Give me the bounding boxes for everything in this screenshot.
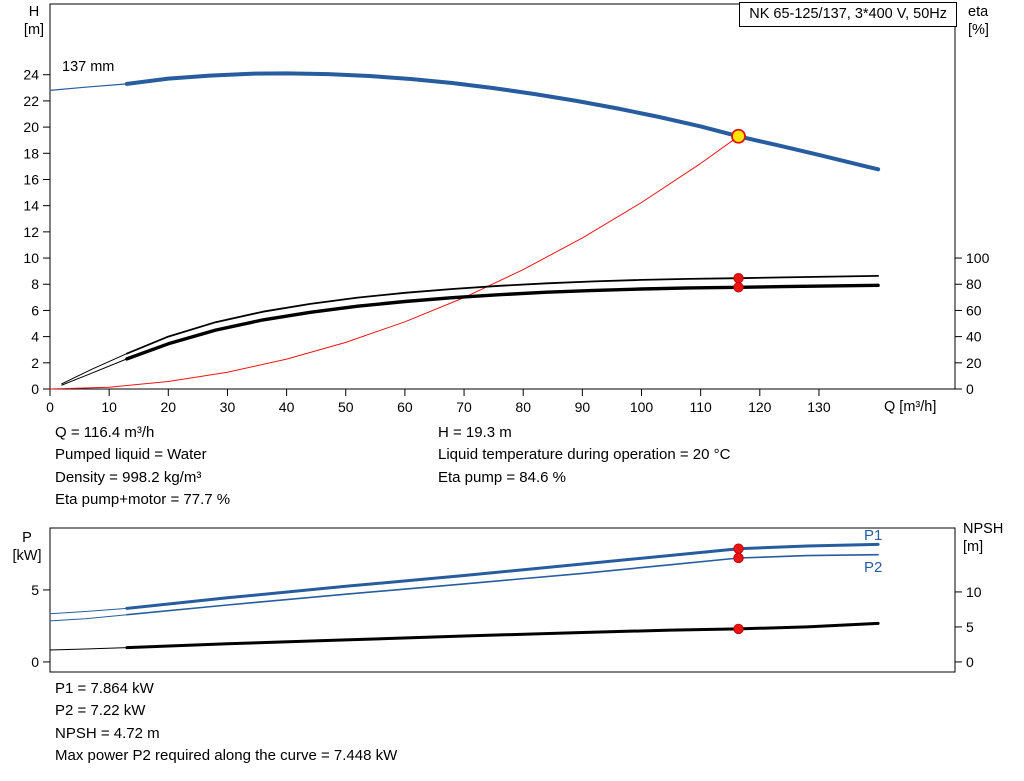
p-axis-label-line2: [kW] <box>12 548 42 564</box>
npsh-axis-label-line2: [m] <box>963 539 984 555</box>
y-tick-label: 22 <box>23 93 39 109</box>
x-tick-label: 70 <box>456 399 472 415</box>
info-line-density: Density = 998.2 kg/m³ <box>55 468 202 486</box>
duty-info-left: Q = 116.4 m³/h Pumped liquid = Water Den… <box>55 422 230 512</box>
x-tick-label: 130 <box>807 399 831 415</box>
y-tick-label: 0 <box>31 381 39 397</box>
x-tick-label: 120 <box>748 399 772 415</box>
x-tick-label: 20 <box>161 399 177 415</box>
p-axis-label: P [kW] <box>6 529 48 565</box>
y-tick-label: 12 <box>23 224 39 240</box>
y2-tick-label: 0 <box>966 654 974 670</box>
p-axis-label-line1: P <box>22 530 32 546</box>
info-line-max-power: Max power P2 required along the curve = … <box>55 747 398 765</box>
y-tick-label: 18 <box>23 145 39 161</box>
q-axis-label: Q [m³/h] <box>884 399 937 415</box>
y-tick-label: 16 <box>23 171 39 187</box>
y-tick-label: 2 <box>31 355 39 371</box>
eta-axis-label-line1: eta <box>968 4 989 20</box>
x-tick-label: 60 <box>397 399 413 415</box>
y2-tick-label: 80 <box>966 276 982 292</box>
info-line-npsh: NPSH = 4.72 m <box>55 724 160 742</box>
eta-axis-label: eta [%] <box>968 3 1016 39</box>
y-tick-label: 5 <box>31 582 39 598</box>
eta-pump-motor-curve <box>125 283 880 361</box>
p2-curve-label: P2 <box>864 559 883 576</box>
p1-duty-dot <box>733 543 744 554</box>
eta-pump-curve <box>126 275 879 355</box>
x-tick-label: 10 <box>101 399 117 415</box>
h-axis-label-line1: H <box>28 4 40 20</box>
eta-pump-motor-curve-low-flow <box>61 358 128 386</box>
y2-tick-label: 40 <box>966 329 982 345</box>
npsh-duty-dot <box>733 623 744 635</box>
duty-point <box>731 128 746 144</box>
npsh-axis-label-line1: NPSH <box>963 521 1004 537</box>
x-tick-label: 110 <box>689 399 712 415</box>
h-axis-label: H [m] <box>14 3 54 39</box>
y2-tick-label: 60 <box>966 302 982 318</box>
y2-tick-label: 0 <box>966 381 974 397</box>
x-tick-label: 80 <box>515 399 531 415</box>
impeller-diameter-label: 137 mm <box>62 59 115 75</box>
p2-curve <box>126 553 879 616</box>
info-line-pumped-liquid: Pumped liquid = Water <box>55 446 207 464</box>
info-line-h: H = 19.3 m <box>438 424 512 441</box>
p1-curve-low-flow <box>49 607 128 615</box>
y2-tick-label: 100 <box>966 250 990 266</box>
info-line-q: Q = 116.4 m³/h <box>55 424 155 441</box>
power-info: P1 = 7.864 kW P2 = 7.22 kW NPSH = 4.72 m… <box>55 678 397 768</box>
p2-duty-dot <box>733 552 744 564</box>
eta-axis-label-line2: [%] <box>968 22 989 38</box>
y2-tick-label: 5 <box>966 619 974 635</box>
pump-curve-137mm <box>124 71 881 172</box>
duty-info-right: H = 19.3 m Liquid temperature during ope… <box>438 422 730 489</box>
info-line-eta-pump: Eta pump = 84.6 % <box>438 468 566 486</box>
x-tick-label: 50 <box>338 399 354 415</box>
info-line-eta-pump-motor: Eta pump+motor = 77.7 % <box>55 491 231 509</box>
p2-curve-low-flow <box>49 614 128 622</box>
x-tick-label: 40 <box>279 399 295 415</box>
eta-pump-curve-low-flow <box>61 353 128 385</box>
qh-eta-chart-frame <box>49 3 956 390</box>
y-tick-label: 6 <box>31 302 39 318</box>
x-tick-label: 0 <box>46 399 54 415</box>
p1-curve <box>125 542 880 610</box>
pump-curve-low-flow <box>49 83 128 91</box>
system-curve <box>49 135 739 390</box>
y-tick-label: 24 <box>23 67 39 83</box>
h-axis-label-line2: [m] <box>23 22 45 38</box>
x-tick-label: 30 <box>220 399 236 415</box>
y-tick-label: 0 <box>31 654 39 670</box>
info-line-p1: P1 = 7.864 kW <box>55 680 154 697</box>
info-line-liquid-temperature: Liquid temperature during operation = 20… <box>438 446 731 464</box>
y-tick-label: 20 <box>23 119 39 135</box>
eta-pump-duty-dot <box>733 273 744 284</box>
y-tick-label: 4 <box>31 329 39 345</box>
y-tick-label: 14 <box>23 198 39 214</box>
x-tick-label: 100 <box>630 399 654 415</box>
pump-model-title: NK 65-125/137, 3*400 V, 50Hz <box>739 2 957 27</box>
x-tick-label: 90 <box>575 399 591 415</box>
info-line-p2: P2 = 7.22 kW <box>55 702 146 720</box>
npsh-curve-low-flow <box>49 647 128 651</box>
npsh-curve <box>125 621 880 650</box>
eta-pump-motor-duty-dot <box>733 282 744 293</box>
power-npsh-chart-frame <box>49 527 956 673</box>
y2-tick-label: 20 <box>966 355 982 371</box>
npsh-axis-label: NPSH [m] <box>963 520 1021 556</box>
y-tick-label: 8 <box>31 276 39 292</box>
p1-curve-label: P1 <box>864 527 883 544</box>
y-tick-label: 10 <box>23 250 39 266</box>
y2-tick-label: 10 <box>966 584 982 600</box>
